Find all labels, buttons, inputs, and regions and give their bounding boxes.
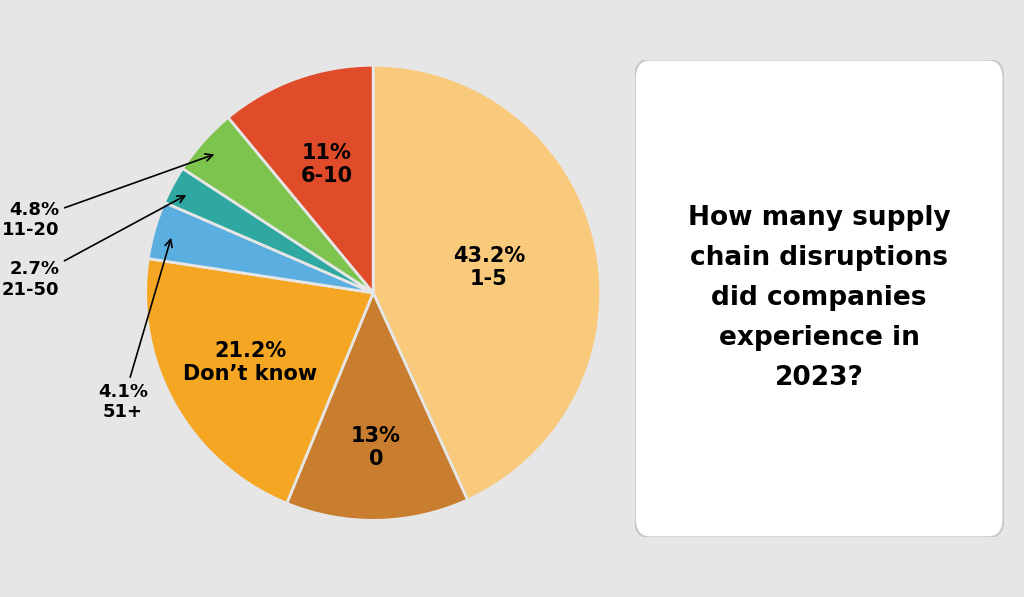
Wedge shape [182, 118, 373, 293]
Wedge shape [145, 259, 373, 503]
FancyBboxPatch shape [635, 60, 1004, 537]
Wedge shape [148, 202, 373, 293]
Text: 21.2%
Don’t know: 21.2% Don’t know [183, 341, 317, 384]
Wedge shape [228, 65, 373, 293]
Text: 4.1%
51+: 4.1% 51+ [98, 239, 172, 421]
Wedge shape [164, 168, 373, 293]
Text: 4.8%
11-20: 4.8% 11-20 [2, 154, 213, 239]
Text: 11%
6-10: 11% 6-10 [301, 143, 353, 186]
Wedge shape [373, 65, 601, 500]
Wedge shape [287, 293, 468, 521]
Text: 43.2%
1-5: 43.2% 1-5 [453, 246, 525, 290]
Text: How many supply
chain disruptions
did companies
experience in
2023?: How many supply chain disruptions did co… [688, 205, 950, 392]
Text: 13%
0: 13% 0 [351, 426, 401, 469]
Text: 2.7%
21-50: 2.7% 21-50 [2, 196, 184, 298]
